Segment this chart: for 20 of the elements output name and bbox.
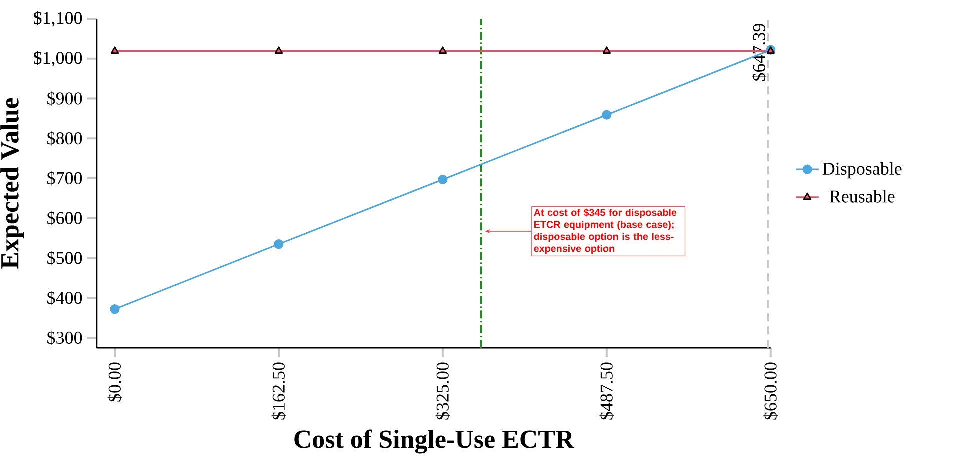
annotation: At cost of $345 for disposable ETCR equipment (base case); disposable option is the less-expensive option — [534, 208, 677, 254]
x-tick-label: $650.00 — [764, 362, 778, 420]
y-tick-label: $1,000 — [34, 50, 82, 67]
x-tick-label: $325.00 — [436, 362, 450, 420]
y-tick-label: $300 — [48, 330, 82, 346]
y-axis-title: Expected Value — [0, 98, 24, 269]
y-tick-label: $1,100 — [34, 11, 82, 27]
legend-label: Disposable — [822, 162, 902, 179]
legend-label: Reusable — [830, 190, 895, 203]
ref-line-label: $647.39 — [752, 24, 767, 81]
y-tick-label: $500 — [48, 251, 82, 266]
y-tick-label: $700 — [48, 171, 82, 186]
y-tick-label: $400 — [48, 290, 82, 306]
x-tick-label: $162.50 — [272, 362, 286, 420]
x-tick-label: $487.50 — [600, 362, 614, 420]
y-tick-label: $800 — [48, 131, 82, 146]
x-tick-label: $0.00 — [108, 362, 122, 402]
x-axis-title: Cost of Single-Use ECTR — [294, 430, 575, 454]
y-tick-label: $600 — [48, 211, 82, 226]
y-tick-label: $900 — [48, 92, 82, 106]
